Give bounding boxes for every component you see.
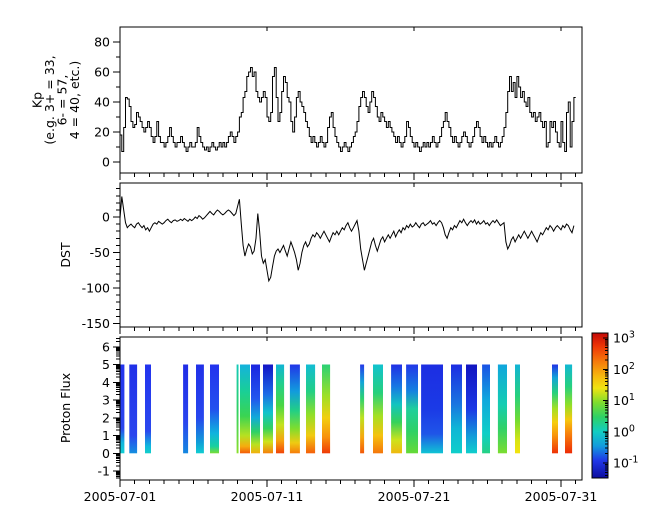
proton-flux-stripe [120, 364, 125, 454]
proton-flux-stripe [263, 364, 273, 454]
y-tick-label: 60 [94, 65, 110, 80]
kp-trace [120, 67, 576, 152]
colorbar-exponent: 2 [629, 361, 635, 372]
colorbar-tick-label: 100 [613, 423, 635, 439]
colorbar-tick-label: 103 [613, 330, 635, 346]
y-tick-label: 3 [102, 393, 110, 408]
y-tick-label: 5 [102, 357, 110, 372]
x-tick-label: 2005-07-31 [525, 489, 598, 504]
proton-flux-stripe [289, 364, 300, 454]
proton-flux-stripe [145, 364, 151, 454]
y-tick-label: 6 [102, 339, 110, 354]
proton-flux-stripe [406, 364, 418, 454]
colorbar-tick-label: 10-1 [613, 455, 638, 471]
colorbar-exponent: 3 [629, 330, 635, 341]
colorbar-tick-label: 101 [613, 392, 635, 408]
proton-flux-stripe [482, 364, 490, 454]
proton-flux-stripe [251, 364, 260, 454]
colorbar-tick-label: 102 [613, 361, 635, 377]
proton-flux-stripe [497, 364, 507, 454]
y-tick-label: 80 [94, 35, 110, 50]
proton-flux-stripe [360, 364, 365, 454]
proton-flux-stripe [210, 364, 219, 454]
proton-flux-stripe [236, 364, 239, 454]
colorbar-exponent: 1 [629, 392, 635, 403]
dst-ylabel: DST [58, 242, 73, 268]
y-tick-label: 1 [102, 428, 110, 443]
kp-panel-frame [119, 26, 583, 174]
kp-ylabel-line: (e.g. 3+ = 33, [42, 55, 57, 144]
x-tick-label: 2005-07-21 [378, 489, 451, 504]
kp-ylabel-line: 6- = 57, [55, 75, 70, 126]
proton-flux-stripe [196, 364, 204, 454]
proton-flux-panel-frame [119, 336, 583, 481]
y-tick-label: 0 [102, 210, 110, 225]
y-tick-label: 0 [102, 155, 110, 170]
y-tick-label: -50 [90, 245, 110, 260]
x-tick-label: 2005-07-11 [231, 489, 304, 504]
proton-flux-stripe [515, 364, 520, 454]
y-tick-label: 4 [102, 375, 110, 390]
proton-flux-stripe [421, 364, 443, 454]
dst-trace [119, 196, 575, 283]
proton-flux-stripe [183, 364, 189, 454]
proton-flux-stripe [466, 364, 477, 454]
proton-flux-stripe [552, 364, 558, 454]
proton-flux-stripe [306, 364, 316, 454]
y-tick-label: 2 [102, 410, 110, 425]
colorbar-exponent: -1 [629, 455, 638, 466]
kp-ylabel-line: Kp [30, 92, 45, 108]
proton-flux-stripe [451, 364, 462, 454]
dst-panel-frame [119, 182, 583, 328]
y-tick-label: 40 [94, 95, 110, 110]
proton-flux-stripe [373, 364, 383, 454]
proton-flux-stripe [322, 364, 331, 454]
x-tick-label: 2005-07-01 [84, 489, 157, 504]
proton-flux-ylabel: Proton Flux [58, 373, 73, 443]
proton-flux-stripe [129, 364, 138, 454]
proton-flux-stripe [565, 364, 573, 454]
colorbar-exponent: 0 [629, 423, 635, 434]
proton-flux-stripe [240, 364, 250, 454]
y-tick-label: -1 [98, 464, 110, 479]
proton-flux-stripe [276, 364, 285, 454]
kp-ylabel-line: 4 = 40, etc.) [67, 61, 82, 140]
y-tick-label: -100 [82, 280, 110, 295]
y-tick-label: -150 [82, 316, 110, 331]
y-tick-label: 20 [94, 125, 110, 140]
y-tick-label: 0 [102, 446, 110, 461]
proton-flux-stripe [391, 364, 402, 454]
